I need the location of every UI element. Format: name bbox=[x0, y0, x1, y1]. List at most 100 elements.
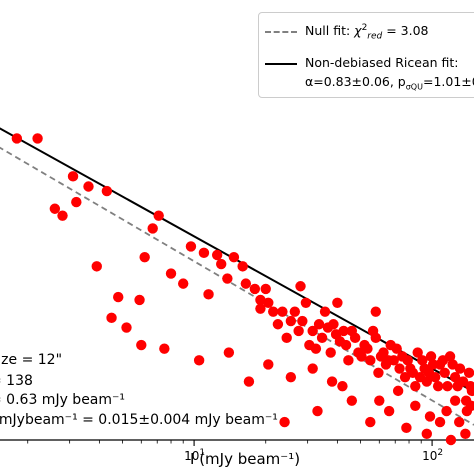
data-point-107 bbox=[326, 376, 338, 387]
data-point-0 bbox=[11, 133, 23, 144]
data-point-35 bbox=[289, 306, 301, 317]
data-point-34 bbox=[285, 315, 297, 327]
data-point-118 bbox=[121, 322, 132, 333]
data-point-131 bbox=[465, 380, 474, 392]
data-point-32 bbox=[277, 306, 288, 317]
legend-null-sub: red bbox=[367, 31, 383, 42]
data-point-115 bbox=[460, 428, 471, 440]
data-point-103 bbox=[243, 376, 255, 387]
x-tick-label-1: 102 bbox=[422, 448, 443, 463]
data-point-64 bbox=[378, 347, 389, 358]
data-point-81 bbox=[421, 376, 432, 387]
data-point-11 bbox=[147, 223, 158, 234]
data-point-110 bbox=[392, 385, 404, 397]
data-point-117 bbox=[106, 312, 117, 324]
data-point-30 bbox=[268, 306, 279, 317]
data-point-27 bbox=[260, 283, 271, 295]
data-point-93 bbox=[449, 371, 461, 383]
data-point-20 bbox=[216, 258, 227, 270]
data-point-42 bbox=[313, 319, 325, 330]
data-point-15 bbox=[178, 278, 189, 289]
legend-null-sup: 2 bbox=[361, 23, 368, 33]
legend-entry-null-fit: Null fit: χ2red = 3.08 bbox=[265, 23, 429, 42]
data-point-123 bbox=[365, 416, 376, 428]
data-point-89 bbox=[439, 367, 450, 378]
data-point-41 bbox=[310, 343, 322, 354]
data-point-126 bbox=[421, 428, 432, 440]
data-point-100 bbox=[159, 343, 170, 354]
annotation-beam-size: size = 12" bbox=[0, 352, 63, 368]
data-point-119 bbox=[136, 339, 147, 351]
legend-entry-ricean-fit: Non-debiased Ricean fit: bbox=[265, 55, 459, 70]
legend-ricean-tail: =1.01±0 bbox=[422, 74, 474, 89]
data-point-29 bbox=[255, 303, 266, 314]
data-point-76 bbox=[410, 380, 421, 392]
data-point-101 bbox=[193, 355, 205, 366]
legend-ricean-alpha: α=0.83±0.06, p bbox=[305, 74, 406, 89]
data-point-36 bbox=[293, 325, 304, 337]
data-point-122 bbox=[337, 380, 348, 392]
data-point-52 bbox=[343, 355, 354, 366]
x-axis-ticks: 101 102 bbox=[27, 440, 443, 463]
legend-null-chi: χ bbox=[354, 23, 362, 39]
data-point-61 bbox=[370, 332, 381, 344]
data-point-114 bbox=[454, 416, 465, 428]
data-point-86 bbox=[432, 380, 444, 392]
data-point-128 bbox=[445, 434, 457, 446]
data-point-46 bbox=[325, 347, 336, 358]
data-point-132 bbox=[295, 281, 306, 292]
data-point-5 bbox=[49, 203, 61, 214]
data-point-59 bbox=[365, 355, 376, 366]
x-tick-label-0: 101 bbox=[184, 448, 205, 463]
data-point-70 bbox=[394, 363, 405, 374]
legend-ricean-params: α=0.83±0.06, pσQU=1.01±0 bbox=[305, 74, 474, 92]
data-point-21 bbox=[222, 273, 233, 284]
legend-ricean-title: Non-debiased Ricean fit: bbox=[305, 55, 459, 70]
data-point-40 bbox=[307, 325, 318, 337]
data-point-85 bbox=[429, 371, 441, 383]
data-point-19 bbox=[211, 249, 223, 261]
data-point-121 bbox=[312, 405, 323, 417]
data-point-83 bbox=[425, 351, 437, 362]
data-point-112 bbox=[424, 411, 436, 422]
x-axis-label: I (mJy beam⁻¹) bbox=[190, 450, 301, 468]
data-point-44 bbox=[319, 306, 331, 317]
data-point-73 bbox=[402, 355, 413, 366]
data-point-106 bbox=[307, 363, 318, 374]
data-point-43 bbox=[316, 332, 328, 344]
data-point-38 bbox=[300, 297, 312, 308]
data-point-50 bbox=[338, 325, 349, 337]
data-point-2 bbox=[67, 171, 79, 182]
data-point-124 bbox=[383, 405, 395, 417]
data-point-134 bbox=[370, 306, 381, 317]
data-point-125 bbox=[401, 422, 412, 434]
data-point-13 bbox=[153, 210, 164, 221]
data-point-22 bbox=[228, 252, 240, 263]
data-point-130 bbox=[461, 405, 473, 417]
data-point-8 bbox=[91, 261, 102, 272]
data-point-14 bbox=[165, 268, 177, 279]
data-point-1 bbox=[32, 133, 43, 144]
data-point-108 bbox=[346, 395, 358, 406]
data-point-68 bbox=[388, 355, 399, 366]
data-point-109 bbox=[374, 395, 385, 406]
legend-dashed-line-swatch bbox=[265, 30, 297, 33]
data-point-3 bbox=[83, 181, 94, 192]
legend-solid-line-swatch bbox=[265, 62, 297, 65]
data-point-133 bbox=[332, 297, 343, 308]
data-point-12 bbox=[139, 252, 150, 263]
data-point-26 bbox=[255, 294, 266, 306]
data-point-56 bbox=[356, 351, 367, 362]
data-points bbox=[11, 133, 474, 446]
data-point-37 bbox=[297, 315, 308, 327]
data-point-18 bbox=[203, 289, 214, 300]
data-point-9 bbox=[113, 291, 124, 303]
data-point-7 bbox=[101, 185, 113, 197]
data-point-10 bbox=[134, 294, 145, 306]
data-point-129 bbox=[449, 395, 461, 406]
data-point-72 bbox=[399, 371, 411, 383]
data-point-79 bbox=[417, 355, 428, 366]
annotation-count: = 138 bbox=[0, 373, 33, 389]
legend-ricean-sub: σQU bbox=[405, 82, 423, 92]
